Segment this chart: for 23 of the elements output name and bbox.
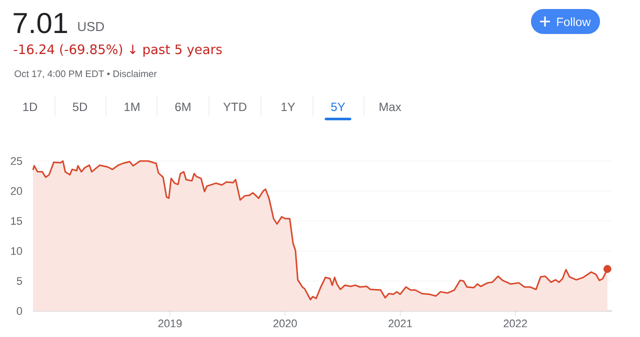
- text: 1M: [124, 102, 140, 112]
- y-tick-label: 25: [10, 157, 22, 165]
- text: USD: [78, 22, 104, 32]
- text: 1Y: [282, 102, 296, 112]
- text: 6M: [175, 102, 190, 112]
- y-tick-label: 15: [11, 217, 22, 225]
- chart-title: 7.01: [14, 12, 68, 34]
- x-tick-label: 2022: [504, 320, 527, 328]
- y-tick-label: 10: [11, 247, 22, 255]
- text: 5D: [72, 102, 88, 112]
- y-tick-label: 0: [16, 307, 22, 315]
- text: 1D: [23, 102, 38, 112]
- x-tick-label: 2021: [388, 320, 412, 328]
- text: Max: [380, 102, 402, 112]
- text: Oct 17, 4:00 PM EDT • Disclaimer: [14, 70, 157, 78]
- text: YTD: [223, 102, 246, 112]
- text: Follow: [557, 17, 591, 26]
- x-tick-label: 2019: [158, 320, 182, 328]
- y-tick-label: 20: [10, 187, 22, 195]
- y-tick-label: 5: [16, 277, 22, 285]
- chart-subtitle: -16.24 (-69.85%) ↓ past 5 years: [14, 44, 222, 57]
- text: 5Y: [331, 102, 346, 112]
- x-tick-label: 2020: [273, 320, 297, 328]
